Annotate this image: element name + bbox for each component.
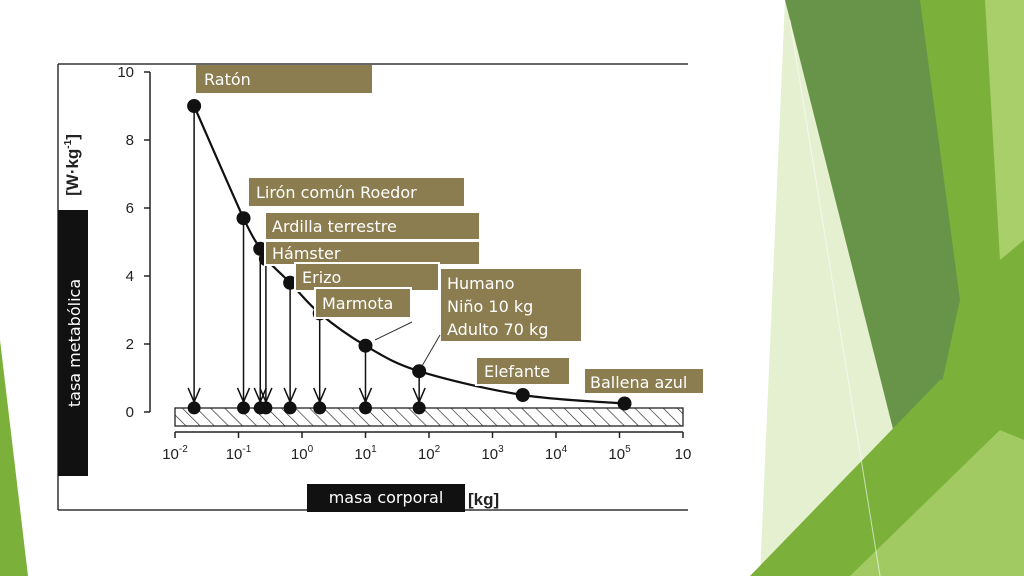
x-axis-band <box>307 484 465 512</box>
y-axis-unit: [W·kg-1] <box>63 134 82 196</box>
x-tick-label: 101 <box>354 444 377 463</box>
x-tick-label: 10 <box>675 446 692 463</box>
baseline-point <box>187 401 201 415</box>
data-point <box>283 275 298 290</box>
y-tick-label: 8 <box>126 132 134 149</box>
data-point <box>358 338 373 353</box>
data-point <box>617 396 632 411</box>
svg-text:Elefante: Elefante <box>484 362 550 381</box>
x-tick-label: 102 <box>418 444 441 463</box>
data-point <box>412 364 427 379</box>
svg-text:Marmota: Marmota <box>322 294 393 313</box>
baseline-point <box>237 401 251 415</box>
decor-green-light <box>985 0 1024 260</box>
leader-marmota <box>374 321 413 341</box>
label-raton: Ratón <box>196 65 372 93</box>
x-tick-label: 10-1 <box>226 444 252 463</box>
decor-thin-line <box>789 19 881 576</box>
x-tick-label: 104 <box>545 444 568 463</box>
x-axis-unit: [kg] <box>468 490 499 509</box>
label-humano: Humano Niño 10 kg Adulto 70 kg <box>439 267 583 343</box>
x-tick-label: 103 <box>481 444 504 463</box>
y-tick-label: 2 <box>126 336 134 353</box>
leader-humano <box>421 334 441 367</box>
svg-text:Ardilla terrestre: Ardilla terrestre <box>272 217 397 236</box>
baseline-point <box>313 401 327 415</box>
label-ardilla: Ardilla terrestre <box>264 211 481 241</box>
x-tick-label: 100 <box>291 444 314 463</box>
svg-text:Ballena azul: Ballena azul <box>590 373 687 392</box>
y-axis-title: tasa metabólica <box>65 279 84 407</box>
baseline-point <box>359 401 372 415</box>
x-tick-label: 105 <box>608 444 631 463</box>
svg-text:Lirón común Roedor: Lirón común Roedor <box>256 183 417 202</box>
data-point <box>236 211 251 226</box>
y-axis-band <box>58 210 88 476</box>
svg-text:Hámster: Hámster <box>272 244 341 263</box>
metabolic-curve <box>193 105 625 405</box>
y-tick-label: 0 <box>126 404 134 421</box>
x-ticks: 10-2 10-1 100 101 102 103 104 105 10 <box>162 432 691 463</box>
y-tick-label: 10 <box>117 64 134 81</box>
data-point <box>515 388 530 402</box>
decor-green-bottom-light <box>850 430 1024 576</box>
baseline-point <box>259 401 273 415</box>
y-tick-label: 4 <box>126 268 134 285</box>
data-point <box>187 99 202 113</box>
label-elefante: Elefante <box>475 356 571 386</box>
svg-text:Adulto 70 kg: Adulto 70 kg <box>447 320 548 339</box>
label-erizo: Erizo <box>294 262 440 292</box>
svg-text:Erizo: Erizo <box>302 268 341 287</box>
label-hamster: Hámster <box>264 240 481 266</box>
label-liron: Lirón común Roedor <box>249 178 464 206</box>
decor-green-left <box>0 340 28 576</box>
x-tick-label: 10-2 <box>162 444 188 463</box>
label-ballena: Ballena azul <box>583 367 705 395</box>
x-axis-title: masa corporal <box>329 488 444 507</box>
baseline-point <box>412 401 426 415</box>
svg-text:Niño 10 kg: Niño 10 kg <box>447 297 533 316</box>
label-marmota: Marmota <box>314 287 412 319</box>
data-point <box>253 241 268 256</box>
svg-text:Ratón: Ratón <box>204 70 251 89</box>
y-tick-label: 6 <box>126 200 134 217</box>
svg-text:Humano: Humano <box>447 274 515 293</box>
baseline-point <box>283 401 297 415</box>
basal-hatched-band <box>174 407 684 427</box>
y-ticks: 0 2 4 6 8 10 <box>117 64 150 421</box>
